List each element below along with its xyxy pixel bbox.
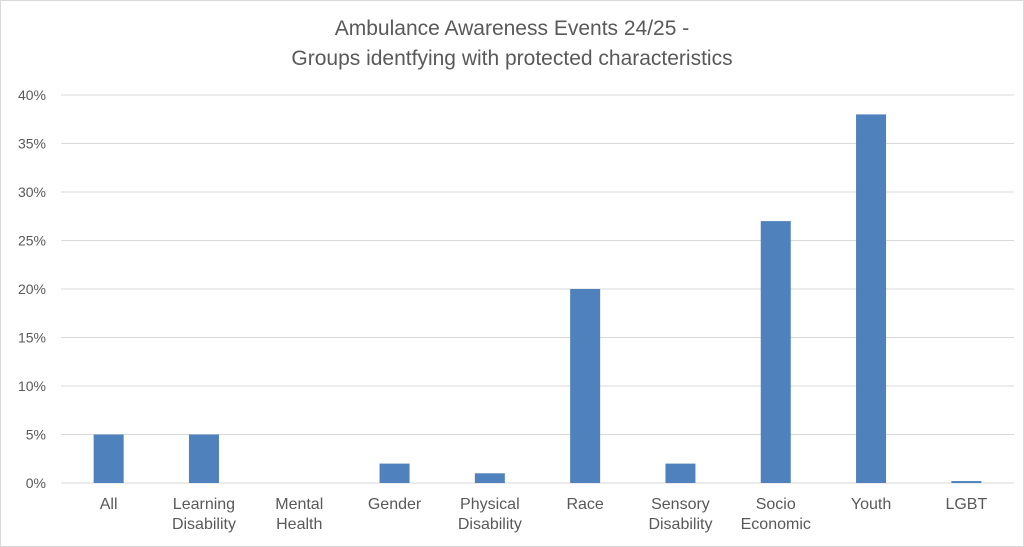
x-tick-label: Youth [851,496,891,513]
x-tick-label: Mental Health [275,496,323,533]
y-axis-labels: 0% 5% 10% 15% 20% 25% 30% 35% 40% [18,87,46,491]
bar [760,221,791,483]
bar [379,463,410,483]
x-axis-labels: All Learning Disability Mental Health Gender P… [100,496,988,533]
x-tick-label: Race [566,496,603,513]
chart-title-line-1: Ambulance Awareness Events 24/25 - [335,17,690,40]
y-tick-label: 5% [26,427,46,443]
y-tick-label: 35% [18,136,46,152]
y-tick-label: 40% [18,87,46,103]
bar [951,481,982,483]
bar [856,114,887,484]
x-tick-label: All [100,496,118,513]
gridlines [61,94,1014,484]
chart-title-line-2: Groups identfying with protected charact… [291,47,732,70]
x-tick-label: Sensory Disability [648,496,712,533]
y-tick-label: 15% [18,330,46,346]
bar [665,463,696,483]
bars [93,114,982,484]
bar [93,434,124,483]
bar [474,473,505,483]
x-tick-label: Socio Economic [741,496,811,533]
y-tick-label: 0% [26,475,46,491]
y-tick-label: 10% [18,378,46,394]
y-tick-label: 25% [18,233,46,249]
y-tick-label: 30% [18,184,46,200]
x-tick-label: Learning Disability [172,496,236,533]
x-tick-label: Gender [368,496,422,513]
y-tick-label: 20% [18,281,46,297]
bar [570,289,601,483]
x-tick-label: LGBT [945,496,987,513]
x-tick-label: Physical Disability [458,496,522,533]
bar [188,434,219,483]
